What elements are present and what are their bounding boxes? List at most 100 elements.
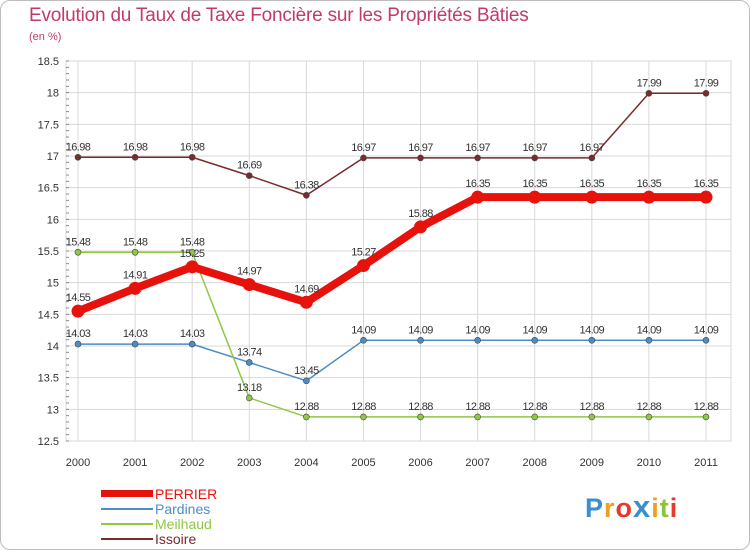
data-label-meilhaud: 12.88 <box>294 401 319 413</box>
y-tick-label: 16.5 <box>38 183 59 195</box>
logo-letter: r <box>604 493 616 523</box>
data-point-perrier <box>414 220 428 234</box>
legend-item-meilhaud: Meilhaud <box>101 516 217 532</box>
data-point-perrier <box>356 259 370 273</box>
plot-grid <box>65 60 732 442</box>
legend-label: PERRIER <box>155 485 218 502</box>
data-label-pardines: 14.09 <box>522 324 547 336</box>
logo-letter: P <box>585 493 605 523</box>
data-point-issoire <box>702 90 710 97</box>
series-line-perrier <box>74 193 710 316</box>
data-point-issoire <box>588 154 596 162</box>
data-point-meilhaud <box>303 413 310 421</box>
data-label-pardines: 14.09 <box>351 324 376 336</box>
data-label-issoire: 16.97 <box>351 142 376 154</box>
x-tick-label: 2005 <box>351 457 375 469</box>
x-tick-label: 2011 <box>694 457 718 469</box>
series-line-meilhaud <box>77 251 707 418</box>
data-label-perrier: 16.35 <box>522 178 547 190</box>
data-label-meilhaud: 12.88 <box>694 401 719 413</box>
chart-unit-label: (en %) <box>29 31 62 43</box>
y-tick-label: 16 <box>47 214 59 226</box>
data-label-perrier: 14.97 <box>237 266 262 278</box>
data-label-meilhaud: 12.88 <box>522 401 547 413</box>
data-label-issoire: 16.98 <box>66 141 91 153</box>
data-label-perrier: 15.27 <box>351 247 376 259</box>
legend-swatch <box>101 507 153 510</box>
data-label-meilhaud: 12.88 <box>408 401 433 413</box>
data-point-meilhaud <box>645 413 653 421</box>
data-point-meilhaud <box>74 248 82 256</box>
data-point-issoire <box>474 154 481 162</box>
y-tick-label: 18.5 <box>38 56 59 68</box>
data-point-pardines <box>645 336 653 344</box>
y-tick-label: 15 <box>47 278 59 290</box>
data-label-meilhaud: 12.88 <box>351 401 376 413</box>
data-label-pardines: 13.74 <box>237 346 262 358</box>
y-tick-label: 13 <box>47 404 59 416</box>
y-tick-label: 14 <box>47 341 59 353</box>
data-point-perrier <box>242 278 256 292</box>
data-label-perrier: 16.35 <box>580 178 605 190</box>
data-label-meilhaud: 12.88 <box>580 401 605 413</box>
x-tick-label: 2008 <box>522 457 546 469</box>
data-point-pardines <box>702 336 710 344</box>
data-label-issoire: 16.97 <box>580 142 605 154</box>
plot-axes: 12.5 13 13.5 14 14.5 15 15.5 16 16.5 17 17.5 18 18.5… <box>38 56 718 469</box>
y-tick-label: 17.5 <box>38 119 59 131</box>
data-point-pardines <box>74 340 82 348</box>
legend: PERRIER Pardines Meilhaud Issoire <box>101 485 218 547</box>
data-point-perrier <box>471 190 485 204</box>
y-tick-label: 17 <box>47 151 59 163</box>
plot-data-labels: 14.55 14.91 15.25 14.97 14.69 15.27 15.88 16.35… <box>66 77 720 413</box>
data-point-meilhaud <box>360 413 367 421</box>
data-point-meilhaud <box>588 413 596 421</box>
series-line-pardines <box>77 339 707 382</box>
x-tick-label: 2007 <box>465 457 489 469</box>
logo-letter: i <box>651 493 660 523</box>
logo-letter: x <box>633 489 652 524</box>
data-point-perrier <box>71 304 85 318</box>
data-label-issoire: 16.97 <box>465 142 490 154</box>
data-point-pardines <box>131 340 139 348</box>
x-tick-label: 2009 <box>580 457 604 469</box>
data-point-meilhaud <box>417 413 424 421</box>
data-label-issoire: 17.99 <box>637 77 662 89</box>
logo-letter: i <box>669 493 679 523</box>
data-point-issoire <box>74 153 82 161</box>
data-label-perrier: 14.91 <box>123 269 148 281</box>
data-point-issoire <box>188 153 196 161</box>
data-point-pardines <box>245 359 253 366</box>
y-tick-label: 12.5 <box>38 436 59 448</box>
x-tick-label: 2000 <box>66 457 90 469</box>
data-point-pardines <box>360 336 367 344</box>
data-label-issoire: 16.97 <box>522 142 547 154</box>
data-label-pardines: 14.09 <box>465 324 490 336</box>
data-label-pardines: 13.45 <box>294 365 319 377</box>
data-point-perrier <box>585 190 599 204</box>
data-point-pardines <box>531 336 539 344</box>
data-point-perrier <box>299 295 313 309</box>
data-label-issoire: 16.98 <box>123 141 148 153</box>
logo-letter: o <box>615 493 634 523</box>
data-label-pardines: 14.09 <box>408 324 433 336</box>
data-point-issoire <box>303 191 310 199</box>
data-point-meilhaud <box>245 394 253 402</box>
proxiti-logo: Proxiti <box>585 489 678 525</box>
data-point-perrier <box>185 260 199 274</box>
chart-title: Evolution du Taux de Taxe Foncière sur l… <box>29 5 529 26</box>
data-point-pardines <box>417 336 424 344</box>
data-point-issoire <box>645 90 653 97</box>
data-label-pardines: 14.09 <box>580 324 605 336</box>
x-tick-label: 2010 <box>637 457 661 469</box>
series-line-issoire <box>77 92 707 197</box>
data-point-meilhaud <box>531 413 539 421</box>
x-tick-label: 2006 <box>408 457 432 469</box>
data-label-perrier: 16.35 <box>465 178 490 190</box>
logo-letter: t <box>659 493 670 523</box>
data-label-perrier: 14.55 <box>66 292 91 304</box>
data-label-issoire: 17.99 <box>694 77 719 89</box>
y-tick-label: 15.5 <box>38 246 59 258</box>
